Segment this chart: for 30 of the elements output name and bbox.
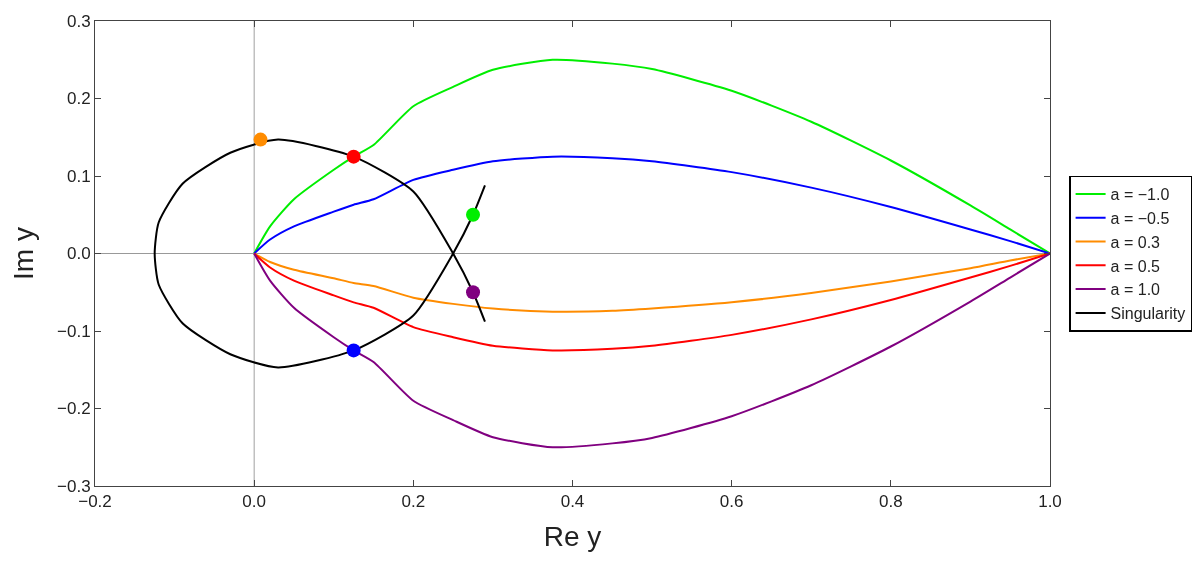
point [253,132,268,147]
y-tick-label: −0.3 [57,476,91,496]
y-tick-label: 0.1 [66,166,91,186]
legend-label: a = 0.3 [1110,233,1161,251]
x-axis-title: Re y [543,520,602,552]
y-tick-label: 0.2 [66,89,91,109]
legend-label: a = −0.5 [1110,209,1170,227]
y-tick-label: 0.0 [66,244,91,264]
legend-label: a = 1.0 [1110,281,1161,299]
line-series [153,138,486,369]
legend-label: a = 0.5 [1110,257,1161,275]
x-tick-label: 0.8 [879,492,903,512]
legend-label: a = −1.0 [1110,186,1170,204]
x-tick-label: 0.2 [401,492,426,512]
y-tick-label: 0.3 [66,11,91,31]
point [346,149,361,164]
line-series [253,252,1050,449]
point [466,285,481,300]
x-tick-label: 0.0 [242,492,266,512]
x-tick-label: 0.6 [719,492,744,512]
x-tick-label: 0.4 [560,492,585,512]
line-series [253,58,1050,255]
point [466,207,481,222]
point [346,343,361,358]
x-tick-label: 1.0 [1038,492,1062,512]
y-tick-label: −0.2 [57,399,91,419]
legend-label: Singularity [1110,305,1186,323]
y-tick-label: −0.1 [57,321,91,341]
line-series [253,155,1050,255]
y-axis-title: Im y [7,227,39,280]
